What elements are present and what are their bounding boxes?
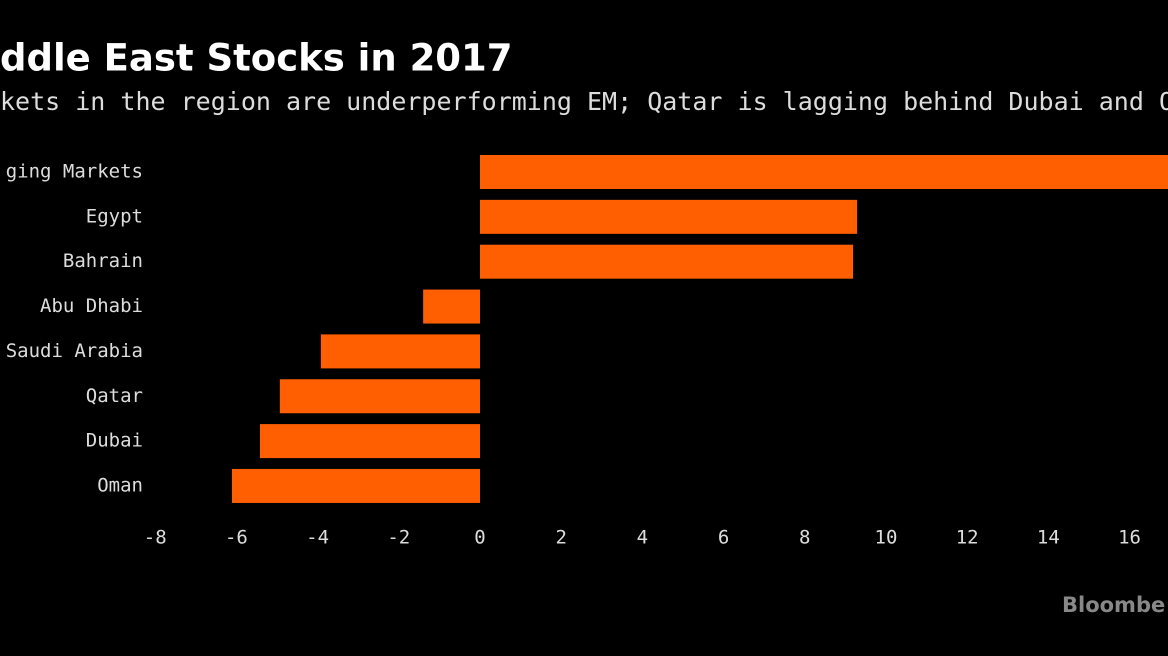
- y-tick-label: Dubai: [86, 430, 143, 452]
- bar: [279, 379, 480, 414]
- x-tick-label: 6: [718, 527, 729, 549]
- y-tick-label: Qatar: [86, 385, 143, 407]
- bar: [320, 334, 480, 369]
- bar: [479, 199, 858, 234]
- x-tick-label: -8: [144, 527, 167, 549]
- y-tick-label: Egypt: [86, 205, 143, 227]
- bar: [259, 424, 480, 459]
- x-tick-label: 2: [555, 527, 566, 549]
- x-tick-label: 12: [956, 527, 979, 549]
- x-tick-label: -4: [306, 527, 329, 549]
- chart-title: ddle East Stocks in 2017: [0, 37, 513, 80]
- x-tick-label: 8: [799, 527, 810, 549]
- bar: [231, 468, 480, 503]
- bar: [479, 244, 854, 279]
- x-tick-label: -2: [387, 527, 410, 549]
- bar: [423, 289, 480, 324]
- x-tick-label: 0: [474, 527, 485, 549]
- x-tick-label: 4: [637, 527, 648, 549]
- y-tick-label: Oman: [97, 474, 143, 496]
- chart-subtitle: kets in the region are underperforming E…: [0, 87, 1168, 116]
- y-tick-label: Bahrain: [63, 250, 143, 272]
- x-tick-label: 16: [1118, 527, 1141, 549]
- bar: [479, 155, 1168, 189]
- y-tick-label: ging Markets: [6, 161, 143, 183]
- x-tick-label: -6: [225, 527, 248, 549]
- source: Bloombe: [1062, 593, 1165, 617]
- y-tick-label: Abu Dhabi: [40, 295, 143, 317]
- y-tick-label: Saudi Arabia: [6, 340, 143, 362]
- x-tick-label: 10: [875, 527, 898, 549]
- x-tick-label: 14: [1037, 527, 1060, 549]
